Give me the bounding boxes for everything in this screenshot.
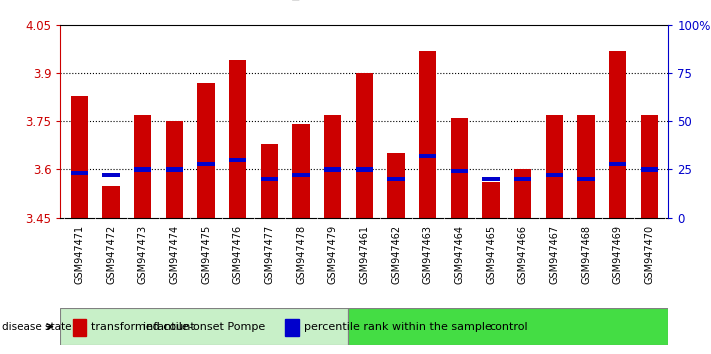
Text: GSM947478: GSM947478 xyxy=(296,225,306,284)
Text: percentile rank within the sample: percentile rank within the sample xyxy=(304,322,491,332)
Text: GSM947461: GSM947461 xyxy=(359,225,370,284)
Text: GSM947477: GSM947477 xyxy=(264,225,274,284)
Bar xyxy=(134,167,151,172)
Bar xyxy=(102,185,119,218)
Text: GSM947472: GSM947472 xyxy=(106,225,116,284)
Text: GSM947462: GSM947462 xyxy=(391,225,401,284)
Bar xyxy=(102,173,119,177)
Bar xyxy=(292,173,310,177)
Bar xyxy=(545,115,563,218)
Text: GSM947471: GSM947471 xyxy=(75,225,85,284)
Text: GSM947473: GSM947473 xyxy=(138,225,148,284)
Bar xyxy=(451,169,468,173)
Bar xyxy=(451,118,468,218)
Text: GSM947467: GSM947467 xyxy=(550,225,560,284)
Bar xyxy=(285,319,299,336)
Bar xyxy=(514,170,531,218)
Text: transformed count: transformed count xyxy=(91,322,195,332)
Bar xyxy=(261,177,278,181)
Text: disease state: disease state xyxy=(2,321,72,332)
Bar xyxy=(356,167,373,172)
Bar xyxy=(577,115,594,218)
Text: GSM947479: GSM947479 xyxy=(328,225,338,284)
Bar xyxy=(609,51,626,218)
Bar xyxy=(198,161,215,166)
Text: infantile-onset Pompe: infantile-onset Pompe xyxy=(144,321,265,332)
Bar xyxy=(229,60,247,218)
Bar xyxy=(70,171,88,176)
Text: GSM947476: GSM947476 xyxy=(232,225,242,284)
Text: GSM947465: GSM947465 xyxy=(486,225,496,284)
Bar xyxy=(419,51,437,218)
Bar xyxy=(641,167,658,172)
Bar xyxy=(419,154,437,158)
Bar xyxy=(324,167,341,172)
Bar xyxy=(73,319,86,336)
Bar xyxy=(387,153,405,218)
Bar xyxy=(198,82,215,218)
Text: GSM947463: GSM947463 xyxy=(423,225,433,284)
Bar xyxy=(70,96,88,218)
Bar xyxy=(292,125,310,218)
Text: GSM947475: GSM947475 xyxy=(201,225,211,284)
Text: GSM947464: GSM947464 xyxy=(454,225,464,284)
Bar xyxy=(482,177,500,181)
Bar xyxy=(609,161,626,166)
Text: control: control xyxy=(489,321,528,332)
Text: GSM947469: GSM947469 xyxy=(613,225,623,284)
Bar xyxy=(229,158,247,162)
Text: GSM947466: GSM947466 xyxy=(518,225,528,284)
Bar xyxy=(545,173,563,177)
FancyBboxPatch shape xyxy=(348,308,668,345)
Bar xyxy=(261,144,278,218)
Bar xyxy=(514,177,531,181)
Bar xyxy=(577,177,594,181)
FancyBboxPatch shape xyxy=(60,308,348,345)
Text: GSM947474: GSM947474 xyxy=(169,225,179,284)
Text: GSM947470: GSM947470 xyxy=(644,225,654,284)
Bar xyxy=(356,73,373,218)
Bar xyxy=(166,167,183,172)
Text: GSM947468: GSM947468 xyxy=(581,225,591,284)
Bar xyxy=(166,121,183,218)
Bar xyxy=(482,182,500,218)
Bar xyxy=(641,115,658,218)
Bar xyxy=(324,115,341,218)
Bar xyxy=(387,177,405,181)
Bar xyxy=(134,115,151,218)
